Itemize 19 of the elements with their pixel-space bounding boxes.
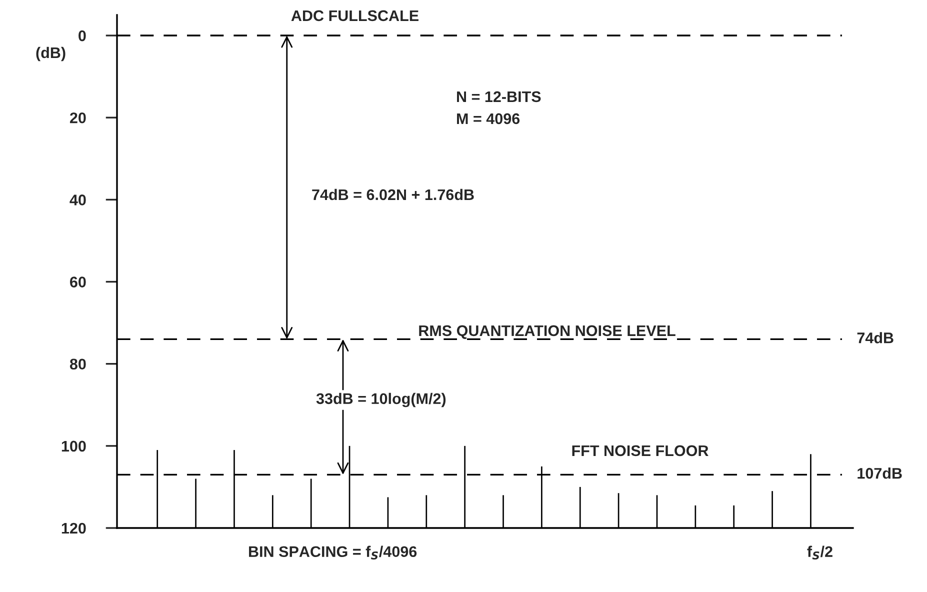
ref-line-label: 107dB — [858, 468, 902, 479]
y-tick-label: 20 — [70, 112, 86, 124]
y-tick-label: 120 — [62, 522, 86, 534]
y-tick-label: 80 — [70, 358, 86, 370]
annotation: M = 4096 — [457, 113, 520, 124]
annotation: 74dB = 6.02N + 1.76dB — [312, 188, 474, 200]
text: f$_{S}$/2 — [807, 546, 832, 560]
annotation: ADC FULLSCALE — [291, 10, 418, 22]
annotation: 33dB = 10log(M/2) — [316, 392, 446, 408]
annotation: N = 12-BITS — [457, 91, 541, 102]
annotation: RMS QUANTIZATION NOISE LEVEL — [419, 325, 676, 339]
ref-line-label: 74dB — [857, 332, 894, 344]
annotation: FFT NOISE FLOOR — [572, 445, 708, 456]
y-axis-title: (dB) — [36, 46, 66, 62]
text: BIN SPACING = f$_{S}$/4096 — [249, 546, 417, 560]
y-tick-label: 0 — [78, 30, 86, 42]
y-tick-label: 40 — [70, 194, 86, 206]
y-tick-label: 60 — [70, 276, 86, 288]
y-tick-label: 100 — [62, 440, 86, 452]
